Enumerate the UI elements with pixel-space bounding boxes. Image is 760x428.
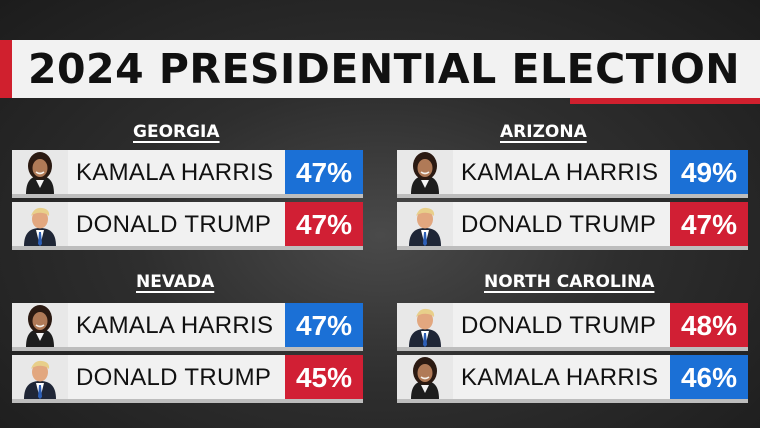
candidate-name: KAMALA HARRIS bbox=[76, 159, 274, 186]
harris-photo-icon bbox=[12, 150, 68, 194]
title-accent-bar bbox=[0, 40, 12, 98]
trump-photo-icon bbox=[397, 303, 453, 347]
percent-badge: 47% bbox=[285, 202, 363, 246]
harris-photo-icon bbox=[12, 303, 68, 347]
percent-badge: 49% bbox=[670, 150, 748, 194]
result-row: KAMALA HARRIS 46% bbox=[397, 355, 748, 403]
harris-photo-icon bbox=[397, 150, 453, 194]
state-label-north-carolina: NORTH CAROLINA bbox=[484, 272, 655, 292]
result-row: DONALD TRUMP 45% bbox=[12, 355, 363, 403]
candidate-name: KAMALA HARRIS bbox=[76, 312, 274, 339]
percent-badge: 47% bbox=[285, 303, 363, 347]
candidate-name: DONALD TRUMP bbox=[461, 211, 657, 238]
percent-badge: 47% bbox=[670, 202, 748, 246]
candidate-name: DONALD TRUMP bbox=[76, 364, 272, 391]
result-row: DONALD TRUMP 47% bbox=[12, 202, 363, 250]
candidate-name: DONALD TRUMP bbox=[461, 312, 657, 339]
title-bar bbox=[0, 40, 760, 98]
candidate-name: KAMALA HARRIS bbox=[461, 159, 659, 186]
state-label-nevada: NEVADA bbox=[136, 272, 215, 292]
result-row: KAMALA HARRIS 49% bbox=[397, 150, 748, 198]
percent-badge: 48% bbox=[670, 303, 748, 347]
page-title: 2024 PRESIDENTIAL ELECTION bbox=[28, 45, 741, 93]
result-row: KAMALA HARRIS 47% bbox=[12, 150, 363, 198]
percent-badge: 46% bbox=[670, 355, 748, 399]
trump-photo-icon bbox=[12, 202, 68, 246]
result-row: DONALD TRUMP 48% bbox=[397, 303, 748, 351]
candidate-name: KAMALA HARRIS bbox=[461, 364, 659, 391]
percent-badge: 47% bbox=[285, 150, 363, 194]
state-label-arizona: ARIZONA bbox=[500, 122, 587, 142]
state-label-georgia: GEORGIA bbox=[133, 122, 220, 142]
percent-badge: 45% bbox=[285, 355, 363, 399]
harris-photo-icon bbox=[397, 355, 453, 399]
title-underline-bar bbox=[570, 98, 760, 104]
trump-photo-icon bbox=[397, 202, 453, 246]
result-row: DONALD TRUMP 47% bbox=[397, 202, 748, 250]
candidate-name: DONALD TRUMP bbox=[76, 211, 272, 238]
trump-photo-icon bbox=[12, 355, 68, 399]
result-row: KAMALA HARRIS 47% bbox=[12, 303, 363, 351]
